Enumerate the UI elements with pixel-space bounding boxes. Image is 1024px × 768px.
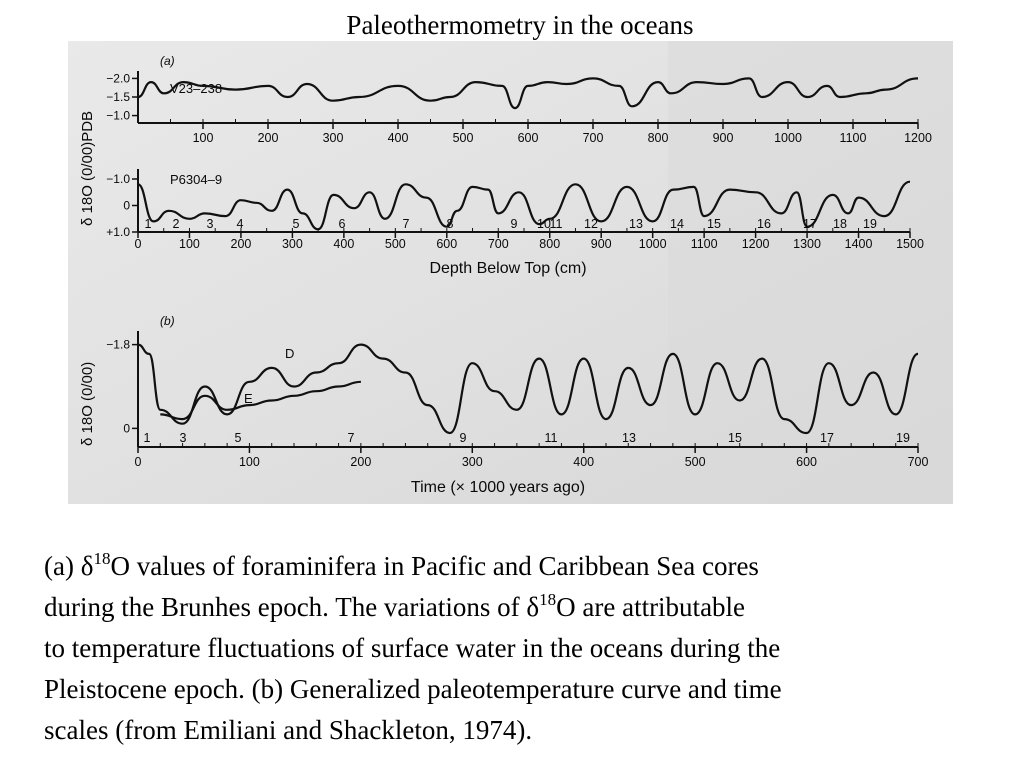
core2-x-tick-label: 800 bbox=[539, 237, 560, 251]
panel-b-x-tick-label: 500 bbox=[685, 455, 706, 469]
core2-stage-number: 12 bbox=[584, 217, 598, 231]
core2-stage-number: 16 bbox=[757, 217, 771, 231]
core2-stage-number: 19 bbox=[863, 217, 877, 231]
core1-x-tick-label: 100 bbox=[193, 131, 214, 145]
core1-x-tick-label: 1000 bbox=[774, 131, 802, 145]
core2-stage-number: 13 bbox=[629, 217, 643, 231]
curve-label-e: E bbox=[244, 391, 253, 406]
caption-line-5: scales (from Emiliani and Shackleton, 19… bbox=[44, 715, 533, 745]
panel-a-label: (a) bbox=[160, 54, 175, 68]
caption-line-4: Pleistocene epoch. (b) Generalized paleo… bbox=[44, 674, 782, 704]
core2-x-tick-label: 900 bbox=[591, 237, 612, 251]
panel-b-y-tick-label: 0 bbox=[123, 421, 130, 435]
core2-stage-number: 17 bbox=[803, 217, 817, 231]
core1-name: V23–238 bbox=[170, 81, 222, 96]
core1-x-tick-label: 200 bbox=[258, 131, 279, 145]
core1-y-tick-label: −1.0 bbox=[106, 109, 130, 123]
core1-x-tick-label: 300 bbox=[323, 131, 344, 145]
core2-series-p6304-9 bbox=[137, 180, 911, 231]
core2-x-tick-label: 100 bbox=[179, 237, 200, 251]
core2-x-tick-label: 700 bbox=[488, 237, 509, 251]
panel-b-x-tick-label: 100 bbox=[239, 455, 260, 469]
core2-x-tick-label: 400 bbox=[333, 237, 354, 251]
core2-x-tick-label: 300 bbox=[282, 237, 303, 251]
core1-x-tick-label: 700 bbox=[583, 131, 604, 145]
panel-b-stage-number: 11 bbox=[545, 431, 558, 445]
panel-b-stage-number: 15 bbox=[728, 431, 742, 445]
core2-y-tick-label: 0 bbox=[123, 199, 130, 213]
core1-x-tick-label: 900 bbox=[713, 131, 734, 145]
core2-stage-number: 2 bbox=[173, 217, 180, 231]
core2-y-tick-label: +1.0 bbox=[106, 225, 130, 239]
core1-x-tick-label: 400 bbox=[388, 131, 409, 145]
core2-x-tick-label: 1500 bbox=[896, 237, 924, 251]
core1-series-v23-238 bbox=[137, 77, 919, 110]
core1-y-tick-label: −1.5 bbox=[106, 90, 130, 104]
core2-y-tick-label: −1.0 bbox=[106, 172, 130, 186]
slide-title: Paleothermometry in the oceans bbox=[346, 10, 694, 40]
panel-b-xlabel: Time (× 1000 years ago) bbox=[411, 479, 585, 496]
core2-x-tick-label: 1200 bbox=[742, 237, 770, 251]
paleotemperature-figure: (a) V23–238 P6304–9 δ 18O (0/00)PDB Dept… bbox=[68, 41, 953, 504]
core2-stage-number: 18 bbox=[833, 217, 847, 231]
panel-b-stage-number: 1 bbox=[144, 431, 151, 445]
panel-b-x-tick-label: 700 bbox=[908, 455, 929, 469]
core2-stage-number: 15 bbox=[707, 217, 721, 231]
panel-a-xlabel: Depth Below Top (cm) bbox=[429, 260, 586, 277]
core2-stage-number: 11 bbox=[550, 217, 563, 231]
panel-b-stage-number: 3 bbox=[180, 431, 187, 445]
core1-x-tick-label: 1200 bbox=[904, 131, 932, 145]
panel-b-series-d bbox=[137, 343, 919, 435]
panel-b-stage-number: 7 bbox=[348, 431, 355, 445]
caption-line-3: to temperature fluctuations of surface w… bbox=[44, 633, 781, 663]
figure-scan: (a) V23–238 P6304–9 δ 18O (0/00)PDB Dept… bbox=[68, 41, 953, 504]
figure-caption: (a) δ18O values of foraminifera in Pacif… bbox=[44, 546, 1004, 751]
core2-stage-number: 14 bbox=[670, 217, 684, 231]
core2-x-tick-label: 600 bbox=[436, 237, 457, 251]
panel-b-y-tick-label: −1.8 bbox=[106, 338, 130, 352]
panel-b-series-e bbox=[160, 380, 361, 421]
core1-y-tick-label: −2.0 bbox=[106, 71, 130, 85]
core2-stage-number: 7 bbox=[403, 217, 410, 231]
core2-stage-number: 8 bbox=[447, 217, 454, 231]
panel-b-label: (b) bbox=[160, 314, 175, 328]
panel-b-stage-number: 13 bbox=[622, 431, 636, 445]
caption-line-2: during the Brunhes epoch. The variations… bbox=[44, 590, 746, 622]
core2-stage-number: 5 bbox=[293, 217, 300, 231]
core2-stage-number: 6 bbox=[339, 217, 346, 231]
core2-x-tick-label: 1400 bbox=[845, 237, 873, 251]
core2-name: P6304–9 bbox=[170, 172, 222, 187]
core1-x-tick-label: 1100 bbox=[840, 131, 867, 145]
panel-b-stage-number: 9 bbox=[460, 431, 467, 445]
panel-b-stage-number: 5 bbox=[235, 431, 242, 445]
panel-a-ylabel: δ 18O (0/00)PDB bbox=[79, 111, 96, 226]
panel-b-stage-number: 17 bbox=[820, 431, 834, 445]
caption-line-1: (a) δ18O values of foraminifera in Pacif… bbox=[44, 549, 759, 581]
core1-x-tick-label: 800 bbox=[648, 131, 669, 145]
core2-stage-number: 10 bbox=[537, 217, 551, 231]
core2-x-tick-label: 500 bbox=[385, 237, 406, 251]
panel-b-ylabel: δ 18O (0/00) bbox=[79, 362, 96, 446]
core1-x-tick-label: 600 bbox=[518, 131, 539, 145]
core2-x-tick-label: 1100 bbox=[691, 237, 718, 251]
core1-x-tick-label: 500 bbox=[453, 131, 474, 145]
core2-x-tick-label: 0 bbox=[135, 237, 142, 251]
panel-b-stage-number: 19 bbox=[896, 431, 910, 445]
core2-stage-number: 1 bbox=[145, 217, 152, 231]
core2-x-tick-label: 1000 bbox=[639, 237, 667, 251]
panel-b-x-tick-label: 400 bbox=[573, 455, 594, 469]
panel-b-x-tick-label: 0 bbox=[135, 455, 142, 469]
panel-b-x-tick-label: 300 bbox=[462, 455, 483, 469]
core2-x-tick-label: 200 bbox=[231, 237, 252, 251]
panel-b-x-tick-label: 600 bbox=[796, 455, 817, 469]
core2-stage-number: 4 bbox=[237, 217, 244, 231]
core2-stage-number: 9 bbox=[511, 217, 518, 231]
panel-b-x-tick-label: 200 bbox=[350, 455, 371, 469]
core2-stage-number: 3 bbox=[207, 217, 214, 231]
curve-label-d: D bbox=[285, 346, 294, 361]
scan-show-through bbox=[668, 41, 953, 504]
core2-x-tick-label: 1300 bbox=[793, 237, 821, 251]
